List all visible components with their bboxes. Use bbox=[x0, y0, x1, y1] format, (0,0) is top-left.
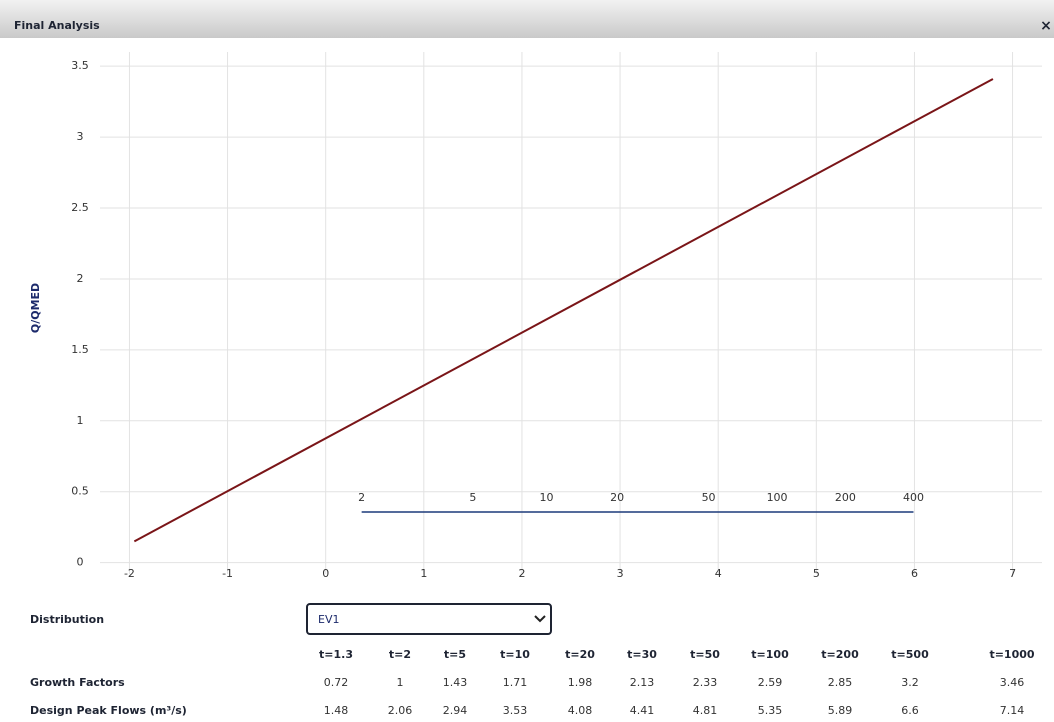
table-cell: 3.53 bbox=[503, 704, 528, 717]
x-tick-label: 2 bbox=[518, 567, 525, 580]
return-period-label: 2 bbox=[358, 491, 365, 504]
x-tick-label: 5 bbox=[813, 567, 820, 580]
y-tick-label: 0.5 bbox=[71, 485, 89, 498]
table-header: t=500 bbox=[891, 648, 929, 661]
table-cell: 1.98 bbox=[568, 676, 593, 689]
table-header: t=100 bbox=[751, 648, 789, 661]
table-cell: 1 bbox=[397, 676, 404, 689]
y-tick-label: 2.5 bbox=[71, 201, 89, 214]
table-cell: 1.48 bbox=[324, 704, 349, 717]
row-label: Design Peak Flows (m³/s) bbox=[30, 704, 187, 717]
table-header: t=5 bbox=[444, 648, 466, 661]
close-button[interactable]: × bbox=[1040, 18, 1052, 34]
return-period-label: 5 bbox=[469, 491, 476, 504]
table-cell: 4.41 bbox=[630, 704, 655, 717]
return-period-label: 400 bbox=[903, 491, 924, 504]
y-tick-label: 3 bbox=[77, 130, 84, 143]
table-cell: 5.89 bbox=[828, 704, 853, 717]
return-period-label: 20 bbox=[610, 491, 624, 504]
return-period-label: 10 bbox=[540, 491, 554, 504]
table-cell: 0.72 bbox=[324, 676, 349, 689]
table-cell: 2.59 bbox=[758, 676, 783, 689]
distribution-select[interactable] bbox=[306, 603, 552, 635]
table-cell: 2.33 bbox=[693, 676, 718, 689]
table-header: t=2 bbox=[389, 648, 411, 661]
distribution-value: EV1 bbox=[318, 613, 339, 626]
return-period-label: 50 bbox=[702, 491, 716, 504]
x-tick-label: 6 bbox=[911, 567, 918, 580]
table-cell: 1.43 bbox=[443, 676, 468, 689]
table-cell: 2.85 bbox=[828, 676, 853, 689]
x-tick-label: 1 bbox=[420, 567, 427, 580]
return-period-label: 200 bbox=[835, 491, 856, 504]
table-header: t=1.3 bbox=[319, 648, 353, 661]
table-header: t=20 bbox=[565, 648, 595, 661]
x-tick-label: 3 bbox=[617, 567, 624, 580]
title-bar bbox=[0, 0, 1054, 38]
row-label: Growth Factors bbox=[30, 676, 125, 689]
y-tick-label: 2 bbox=[77, 272, 84, 285]
y-tick-label: 0 bbox=[77, 556, 84, 569]
y-tick-label: 1 bbox=[77, 414, 84, 427]
table-cell: 6.6 bbox=[901, 704, 919, 717]
table-cell: 1.71 bbox=[503, 676, 528, 689]
window-title: Final Analysis bbox=[14, 19, 100, 32]
x-tick-label: 4 bbox=[715, 567, 722, 580]
x-tick-label: -2 bbox=[124, 567, 135, 580]
table-header: t=30 bbox=[627, 648, 657, 661]
return-period-label: 100 bbox=[767, 491, 788, 504]
table-header: t=1000 bbox=[989, 648, 1034, 661]
table-cell: 3.46 bbox=[1000, 676, 1025, 689]
table-header: t=10 bbox=[500, 648, 530, 661]
x-tick-label: -1 bbox=[222, 567, 233, 580]
y-tick-label: 1.5 bbox=[71, 343, 89, 356]
table-cell: 3.2 bbox=[901, 676, 919, 689]
table-cell: 2.06 bbox=[388, 704, 413, 717]
dropdown-chevron bbox=[534, 615, 546, 623]
y-axis-label: Q/QMED bbox=[29, 283, 42, 333]
x-tick-label: 7 bbox=[1009, 567, 1016, 580]
table-cell: 5.35 bbox=[758, 704, 783, 717]
data-line bbox=[133, 78, 994, 543]
table-cell: 7.14 bbox=[1000, 704, 1025, 717]
y-tick-label: 3.5 bbox=[71, 59, 89, 72]
x-tick-label: 0 bbox=[322, 567, 329, 580]
table-cell: 2.13 bbox=[630, 676, 655, 689]
table-header: t=200 bbox=[821, 648, 859, 661]
table-cell: 2.94 bbox=[443, 704, 468, 717]
table-header: t=50 bbox=[690, 648, 720, 661]
table-cell: 4.08 bbox=[568, 704, 593, 717]
distribution-label: Distribution bbox=[30, 613, 104, 626]
table-cell: 4.81 bbox=[693, 704, 718, 717]
